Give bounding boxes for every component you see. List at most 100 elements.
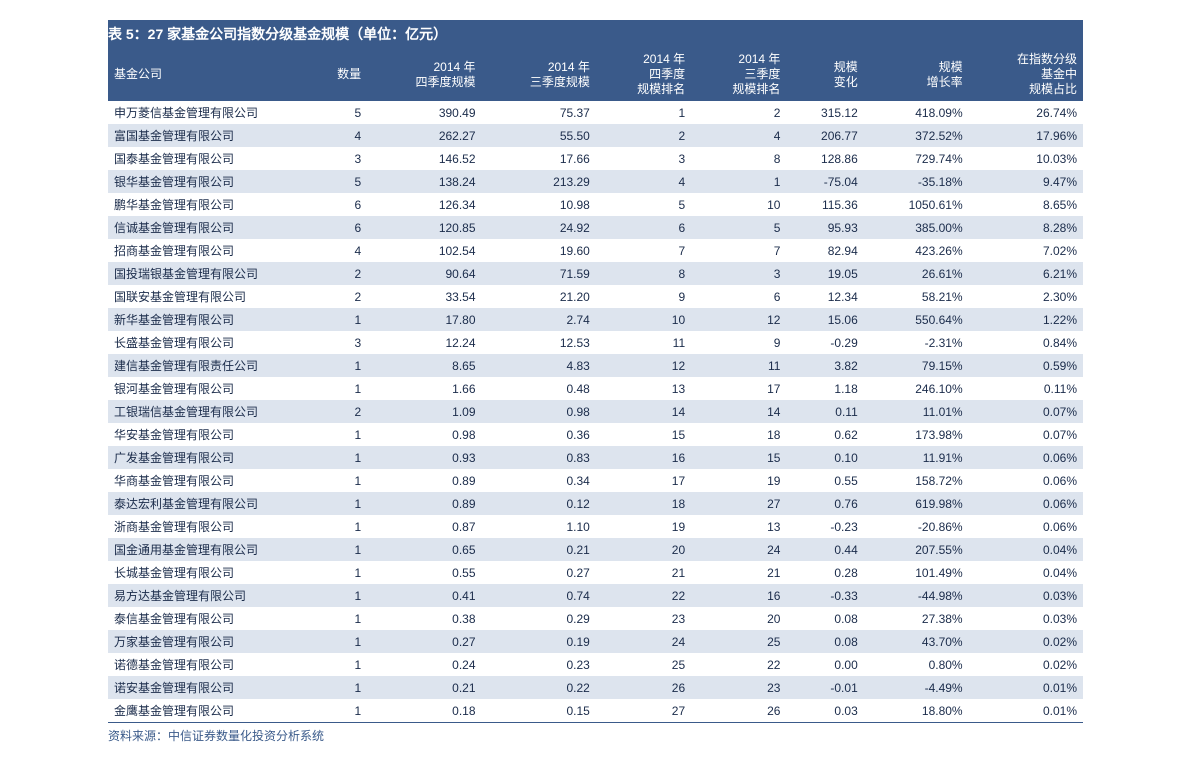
cell-count: 1 — [310, 630, 367, 653]
cell-q4_rank: 8 — [596, 262, 691, 285]
cell-q3_rank: 27 — [691, 492, 786, 515]
cell-growth_rate: 246.10% — [864, 377, 969, 400]
cell-scale_change: 0.00 — [786, 653, 863, 676]
cell-scale_change: -0.33 — [786, 584, 863, 607]
cell-scale_change: 0.44 — [786, 538, 863, 561]
cell-company: 银华基金管理有限公司 — [108, 170, 310, 193]
cell-count: 1 — [310, 653, 367, 676]
cell-company: 建信基金管理有限责任公司 — [108, 354, 310, 377]
table-row: 金鹰基金管理有限公司10.180.1527260.0318.80%0.01% — [108, 699, 1083, 722]
cell-q3_rank: 22 — [691, 653, 786, 676]
cell-company: 银河基金管理有限公司 — [108, 377, 310, 400]
table-row: 招商基金管理有限公司4102.5419.607782.94423.26%7.02… — [108, 239, 1083, 262]
col-header-q4_rank: 2014 年四季度规模排名 — [596, 48, 691, 101]
cell-q3_rank: 20 — [691, 607, 786, 630]
cell-growth_rate: -20.86% — [864, 515, 969, 538]
cell-q3_scale: 0.48 — [482, 377, 596, 400]
cell-q4_rank: 3 — [596, 147, 691, 170]
cell-count: 1 — [310, 676, 367, 699]
cell-company: 泰信基金管理有限公司 — [108, 607, 310, 630]
cell-q4_rank: 10 — [596, 308, 691, 331]
cell-q3_rank: 10 — [691, 193, 786, 216]
cell-count: 4 — [310, 124, 367, 147]
cell-share: 0.07% — [969, 400, 1083, 423]
cell-q3_rank: 8 — [691, 147, 786, 170]
cell-count: 1 — [310, 377, 367, 400]
cell-share: 0.06% — [969, 469, 1083, 492]
cell-share: 0.07% — [969, 423, 1083, 446]
cell-q4_rank: 19 — [596, 515, 691, 538]
cell-q4_rank: 25 — [596, 653, 691, 676]
cell-growth_rate: -4.49% — [864, 676, 969, 699]
cell-growth_rate: 372.52% — [864, 124, 969, 147]
cell-scale_change: -0.23 — [786, 515, 863, 538]
cell-q4_scale: 0.27 — [367, 630, 481, 653]
cell-q4_rank: 15 — [596, 423, 691, 446]
cell-scale_change: 128.86 — [786, 147, 863, 170]
cell-count: 6 — [310, 193, 367, 216]
cell-q3_scale: 2.74 — [482, 308, 596, 331]
table-header: 基金公司数量2014 年四季度规模2014 年三季度规模2014 年四季度规模排… — [108, 48, 1083, 101]
cell-q3_scale: 0.29 — [482, 607, 596, 630]
cell-q3_scale: 12.53 — [482, 331, 596, 354]
cell-count: 5 — [310, 170, 367, 193]
table-row: 信诚基金管理有限公司6120.8524.926595.93385.00%8.28… — [108, 216, 1083, 239]
cell-q3_scale: 0.83 — [482, 446, 596, 469]
cell-scale_change: 82.94 — [786, 239, 863, 262]
table-row: 建信基金管理有限责任公司18.654.8312113.8279.15%0.59% — [108, 354, 1083, 377]
cell-company: 申万菱信基金管理有限公司 — [108, 101, 310, 124]
cell-company: 工银瑞信基金管理有限公司 — [108, 400, 310, 423]
cell-growth_rate: 729.74% — [864, 147, 969, 170]
cell-share: 0.03% — [969, 607, 1083, 630]
cell-q3_rank: 2 — [691, 101, 786, 124]
cell-scale_change: 0.08 — [786, 630, 863, 653]
cell-q3_rank: 24 — [691, 538, 786, 561]
cell-share: 6.21% — [969, 262, 1083, 285]
cell-q3_scale: 0.23 — [482, 653, 596, 676]
cell-growth_rate: 158.72% — [864, 469, 969, 492]
cell-growth_rate: -44.98% — [864, 584, 969, 607]
cell-q4_scale: 0.89 — [367, 469, 481, 492]
cell-count: 1 — [310, 446, 367, 469]
table-row: 银河基金管理有限公司11.660.4813171.18246.10%0.11% — [108, 377, 1083, 400]
table-row: 华安基金管理有限公司10.980.3615180.62173.98%0.07% — [108, 423, 1083, 446]
col-header-q3_scale: 2014 年三季度规模 — [482, 48, 596, 101]
cell-q3_scale: 0.19 — [482, 630, 596, 653]
cell-company: 诺安基金管理有限公司 — [108, 676, 310, 699]
cell-q4_scale: 1.09 — [367, 400, 481, 423]
table-row: 国投瑞银基金管理有限公司290.6471.598319.0526.61%6.21… — [108, 262, 1083, 285]
cell-company: 华商基金管理有限公司 — [108, 469, 310, 492]
cell-count: 1 — [310, 538, 367, 561]
cell-count: 6 — [310, 216, 367, 239]
cell-growth_rate: 550.64% — [864, 308, 969, 331]
cell-share: 0.06% — [969, 515, 1083, 538]
cell-growth_rate: 0.80% — [864, 653, 969, 676]
cell-q3_scale: 0.34 — [482, 469, 596, 492]
cell-growth_rate: 58.21% — [864, 285, 969, 308]
cell-q3_scale: 0.21 — [482, 538, 596, 561]
cell-scale_change: 0.10 — [786, 446, 863, 469]
cell-share: 8.28% — [969, 216, 1083, 239]
cell-share: 0.01% — [969, 699, 1083, 722]
cell-q4_rank: 13 — [596, 377, 691, 400]
cell-growth_rate: 79.15% — [864, 354, 969, 377]
cell-share: 0.04% — [969, 561, 1083, 584]
cell-count: 1 — [310, 354, 367, 377]
cell-scale_change: 0.08 — [786, 607, 863, 630]
cell-q4_scale: 146.52 — [367, 147, 481, 170]
cell-company: 国投瑞银基金管理有限公司 — [108, 262, 310, 285]
cell-count: 1 — [310, 469, 367, 492]
cell-share: 0.04% — [969, 538, 1083, 561]
cell-scale_change: 19.05 — [786, 262, 863, 285]
cell-q3_scale: 0.15 — [482, 699, 596, 722]
cell-company: 国联安基金管理有限公司 — [108, 285, 310, 308]
cell-share: 10.03% — [969, 147, 1083, 170]
cell-count: 1 — [310, 561, 367, 584]
cell-count: 1 — [310, 515, 367, 538]
cell-share: 0.02% — [969, 630, 1083, 653]
cell-q4_scale: 102.54 — [367, 239, 481, 262]
cell-q4_rank: 16 — [596, 446, 691, 469]
cell-q4_rank: 17 — [596, 469, 691, 492]
cell-q4_scale: 12.24 — [367, 331, 481, 354]
cell-growth_rate: 11.01% — [864, 400, 969, 423]
